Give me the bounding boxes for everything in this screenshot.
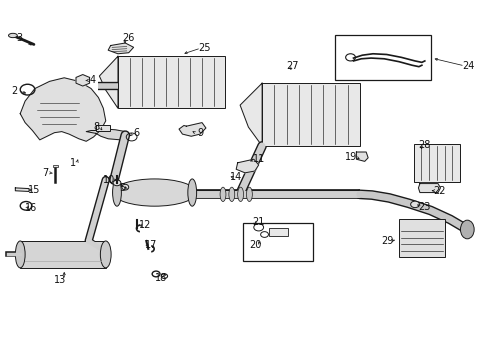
Ellipse shape — [113, 179, 122, 206]
Polygon shape — [108, 43, 134, 54]
Bar — [53, 165, 58, 167]
Polygon shape — [236, 159, 259, 173]
Text: 1: 1 — [70, 158, 76, 168]
Text: 4: 4 — [90, 75, 96, 85]
Polygon shape — [356, 152, 368, 161]
Ellipse shape — [113, 179, 196, 206]
Polygon shape — [86, 129, 125, 140]
Bar — [414, 144, 460, 182]
Text: 12: 12 — [139, 220, 151, 230]
Text: 8: 8 — [93, 122, 99, 132]
Bar — [118, 56, 225, 108]
Polygon shape — [179, 123, 206, 136]
Polygon shape — [418, 184, 441, 193]
Ellipse shape — [100, 241, 111, 268]
Text: 26: 26 — [122, 33, 135, 43]
Text: 11: 11 — [252, 154, 265, 164]
Ellipse shape — [238, 187, 244, 202]
Text: 7: 7 — [43, 168, 49, 178]
Text: 3: 3 — [16, 33, 23, 43]
Bar — [335, 35, 431, 80]
Bar — [262, 83, 360, 146]
Text: 5: 5 — [119, 183, 125, 193]
Text: 22: 22 — [433, 186, 446, 196]
Bar — [399, 220, 445, 257]
Text: 29: 29 — [382, 236, 394, 246]
Ellipse shape — [15, 241, 25, 268]
Text: 25: 25 — [198, 43, 211, 53]
Text: 9: 9 — [197, 129, 203, 138]
Text: 24: 24 — [463, 61, 475, 71]
Bar — [270, 228, 288, 236]
Text: 17: 17 — [145, 240, 157, 250]
Ellipse shape — [411, 201, 419, 208]
Ellipse shape — [229, 187, 235, 202]
Ellipse shape — [188, 179, 196, 206]
Bar — [96, 125, 110, 131]
Text: 6: 6 — [133, 129, 140, 138]
Ellipse shape — [220, 187, 226, 202]
Text: 10: 10 — [103, 175, 115, 185]
Text: 21: 21 — [252, 217, 265, 227]
Text: 15: 15 — [28, 185, 40, 195]
Text: 18: 18 — [155, 273, 167, 283]
Text: 16: 16 — [25, 203, 37, 213]
Ellipse shape — [122, 184, 129, 190]
Ellipse shape — [113, 180, 121, 186]
Text: 14: 14 — [230, 172, 243, 182]
Text: 2: 2 — [11, 86, 18, 96]
Polygon shape — [99, 56, 118, 108]
Polygon shape — [15, 188, 29, 192]
Text: 13: 13 — [54, 275, 67, 285]
Text: 23: 23 — [418, 202, 431, 212]
Text: 28: 28 — [418, 140, 431, 150]
Text: 27: 27 — [287, 61, 299, 71]
Bar — [243, 223, 314, 261]
Polygon shape — [240, 83, 262, 146]
Polygon shape — [76, 75, 90, 86]
Text: 19: 19 — [345, 152, 358, 162]
Bar — [20, 241, 106, 268]
Ellipse shape — [246, 187, 252, 202]
Polygon shape — [20, 78, 106, 141]
Ellipse shape — [461, 220, 474, 239]
Text: 20: 20 — [249, 240, 262, 250]
Ellipse shape — [8, 33, 17, 38]
